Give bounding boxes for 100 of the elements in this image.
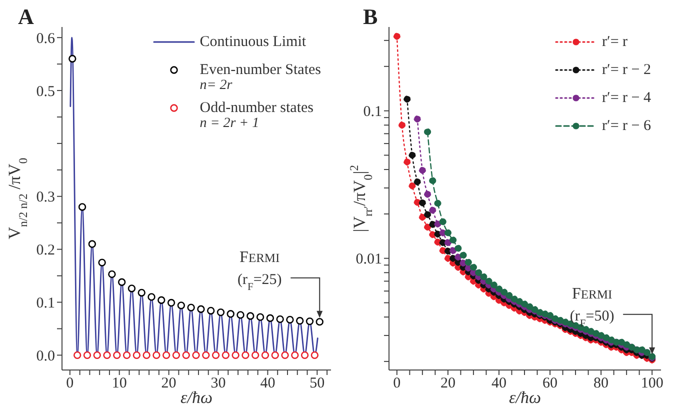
x-tick-label: 40 (260, 376, 276, 392)
legend-label: Odd-number states n = 2r + 1 (200, 99, 314, 131)
point (286, 316, 294, 324)
x-tick-label: 0 (66, 376, 74, 392)
point (424, 190, 432, 198)
point (623, 341, 630, 348)
point (424, 211, 432, 218)
point (418, 166, 426, 174)
point (246, 312, 254, 320)
annotation: FERMI (r$_{F}$=25) (237, 248, 282, 292)
point (490, 281, 498, 289)
legend-label: r′= r (602, 33, 628, 51)
point (414, 178, 421, 186)
x-tick-label: 50 (310, 376, 325, 392)
point (520, 300, 528, 308)
point (98, 258, 106, 266)
point (148, 293, 156, 301)
point (281, 351, 289, 360)
point (242, 351, 250, 360)
x-tick-label: 20 (161, 376, 176, 392)
y-tick-label: 0.6 (36, 30, 56, 47)
point (439, 218, 446, 226)
point (306, 317, 314, 326)
point (177, 302, 186, 310)
point (93, 351, 101, 360)
point (526, 303, 534, 310)
point (138, 288, 146, 297)
point (266, 314, 274, 322)
point (444, 229, 452, 236)
x-axis-title: ε/ħω (180, 388, 212, 405)
point (271, 351, 279, 360)
y-tick-label: 0.01 (356, 252, 382, 268)
point (608, 336, 615, 344)
chart-title: A (18, 4, 34, 30)
point (638, 346, 646, 354)
point (296, 316, 304, 325)
point (434, 200, 442, 207)
point (212, 351, 220, 360)
chart-title: B (363, 4, 378, 30)
y-tick-label: 0.1 (363, 104, 382, 120)
point (187, 304, 195, 312)
point (132, 351, 141, 360)
point (202, 351, 210, 360)
y-tick-label: 0.0 (36, 348, 55, 365)
point (291, 351, 299, 360)
point (506, 292, 513, 300)
point (88, 240, 96, 248)
legend-label: r′= r − 6 (602, 117, 651, 135)
legend-label: Even-number States n= 2r (200, 61, 321, 93)
y-tick-label: 0.3 (36, 190, 55, 206)
point (404, 158, 411, 166)
point (510, 295, 518, 303)
point (256, 313, 264, 321)
y-tick-label: 0.2 (36, 242, 55, 259)
x-tick-label: 100 (640, 376, 664, 392)
point (68, 54, 76, 63)
point (73, 351, 82, 360)
legend-label: Continuous Limit (200, 33, 306, 51)
point (424, 223, 432, 231)
legend-label: r′= r − 2 (602, 61, 651, 79)
x-tick-label: 80 (594, 376, 609, 392)
x-axis-title: ε/ħω (509, 388, 541, 405)
point (172, 351, 180, 360)
point (167, 298, 176, 307)
point (424, 128, 432, 136)
point (470, 264, 478, 271)
x-tick-label: 40 (491, 376, 506, 392)
point (316, 318, 324, 326)
x-tick-label: 0 (393, 376, 401, 392)
point (142, 351, 150, 360)
point (182, 351, 190, 360)
point (103, 351, 111, 360)
point (454, 244, 462, 252)
y-tick-label: 0.5 (36, 84, 55, 100)
point (108, 270, 116, 278)
x-tick-label: 10 (112, 376, 127, 392)
point (393, 32, 400, 40)
point (251, 351, 260, 360)
point (206, 306, 215, 315)
point (449, 236, 457, 244)
point (418, 199, 426, 206)
point (236, 311, 244, 319)
point (418, 214, 426, 221)
point (128, 284, 136, 292)
point (408, 152, 416, 159)
point (475, 269, 482, 276)
point (434, 220, 442, 228)
point (222, 351, 230, 360)
point (197, 305, 205, 313)
y-tick-label: 0.1 (36, 296, 55, 312)
point (429, 177, 436, 184)
point (122, 351, 131, 360)
point (404, 96, 411, 103)
point (398, 122, 406, 129)
legend-label: r′= r − 4 (602, 89, 651, 107)
point (83, 351, 92, 360)
point (162, 351, 170, 360)
point (485, 278, 492, 285)
point (78, 203, 86, 211)
x-tick-label: 20 (440, 376, 456, 392)
